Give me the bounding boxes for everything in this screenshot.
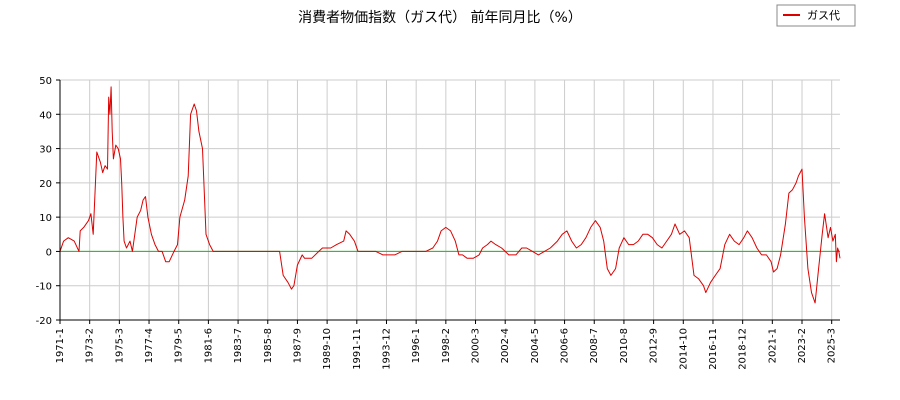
y-tick-label: 10 xyxy=(39,213,52,224)
x-tick-label: 2000-3 xyxy=(471,328,482,363)
x-tick-label: 1998-2 xyxy=(441,328,452,363)
x-tick-label: 1975-3 xyxy=(114,328,125,363)
y-tick-label: -10 xyxy=(36,282,52,293)
x-tick-label: 1981-6 xyxy=(203,328,214,363)
x-tick-label: 1983-7 xyxy=(233,328,244,363)
x-tick-label: 2012-9 xyxy=(649,328,660,363)
x-tick-label: 1991-11 xyxy=(352,328,363,370)
x-tick-label: 1979-5 xyxy=(174,328,185,363)
x-tick-label: 2004-5 xyxy=(530,328,541,363)
x-tick-label: 1993-12 xyxy=(381,328,392,370)
plot-area: -20 -10 0 10 20 30 40 50 1971-1 1973-2 1975-3 1977-… xyxy=(36,76,841,370)
y-tick-label: 50 xyxy=(39,76,52,87)
x-tick-label: 2006-6 xyxy=(560,328,571,363)
x-tick-label: 1987-9 xyxy=(292,328,303,363)
x-tick-label: 1971-1 xyxy=(55,328,66,363)
legend: ガス代 xyxy=(776,4,856,27)
x-tick-label: 2008-7 xyxy=(589,328,600,363)
legend-box xyxy=(776,4,856,27)
y-tick-label: 40 xyxy=(39,110,52,121)
x-tick-label: 1996-1 xyxy=(411,328,422,363)
y-tick-label: 20 xyxy=(39,179,52,190)
plot-background xyxy=(60,80,840,320)
x-tick-label: 1977-4 xyxy=(144,328,155,363)
series-line-gas xyxy=(59,86,841,304)
x-tick-label: 2018-12 xyxy=(738,328,749,370)
y-tick-label: 0 xyxy=(46,247,52,258)
x-tick-label: 2025-3 xyxy=(827,328,838,363)
x-tick-label: 2014-10 xyxy=(678,328,689,370)
x-tick-label: 2010-8 xyxy=(619,328,630,363)
x-tick-label: 2023-2 xyxy=(797,328,808,363)
x-tick-label: 2021-1 xyxy=(767,328,778,363)
legend-label-gas: ガス代 xyxy=(807,9,840,22)
chart-title: 消費者物価指数（ガス代） 前年同月比（%） xyxy=(298,9,582,26)
x-tick-label: 2002-4 xyxy=(500,328,511,363)
x-tick-label: 1985-8 xyxy=(263,328,274,363)
x-tick-label: 1973-2 xyxy=(85,328,96,363)
x-tick-label: 1989-10 xyxy=(322,328,333,370)
x-tick-label: 2016-11 xyxy=(708,328,719,370)
y-tick-label: -20 xyxy=(36,316,52,327)
y-tick-label: 30 xyxy=(39,145,52,156)
